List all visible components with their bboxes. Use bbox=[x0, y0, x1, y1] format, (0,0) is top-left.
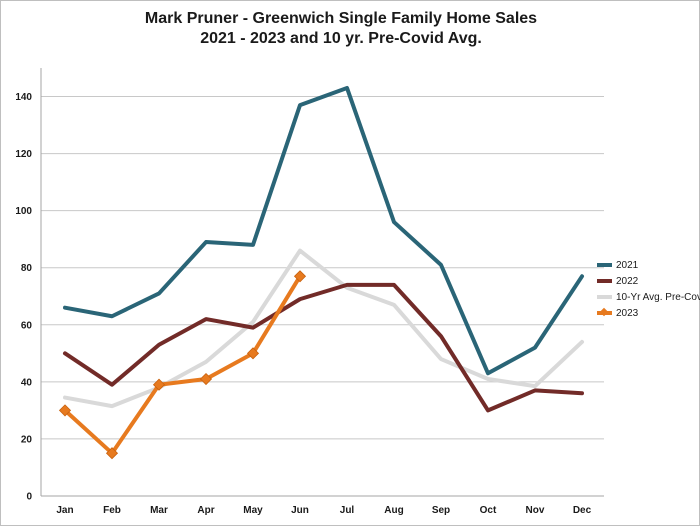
x-tick-label-feb: Feb bbox=[103, 505, 121, 516]
legend-label-2022: 2022 bbox=[616, 275, 639, 287]
data-point-2023-may bbox=[246, 347, 260, 360]
series-line-2021 bbox=[63, 85, 584, 376]
legend-item-10-yr-avg-pre-covid: 10-Yr Avg. Pre-Covid bbox=[597, 289, 700, 305]
legend-label-2021: 2021 bbox=[616, 259, 639, 271]
y-tick-label-20: 20 bbox=[21, 434, 33, 445]
y-tick-label-0: 0 bbox=[26, 492, 32, 503]
legend-item-2021: 2021 bbox=[597, 257, 700, 273]
legend-swatch-10-yr-avg-pre-covid bbox=[597, 295, 612, 299]
legend-marker-diamond bbox=[599, 307, 609, 317]
x-tick-label-mar: Mar bbox=[150, 505, 168, 516]
x-tick-label-apr: Apr bbox=[197, 505, 214, 516]
data-point-2023-jun bbox=[293, 270, 307, 283]
legend-item-2022: 2022 bbox=[597, 273, 700, 289]
x-tick-label-aug: Aug bbox=[384, 505, 403, 516]
legend-label-2023: 2023 bbox=[616, 307, 639, 319]
x-tick-label-sep: Sep bbox=[432, 505, 450, 516]
x-tick-label-may: May bbox=[243, 505, 263, 516]
data-point-2023-apr bbox=[199, 372, 213, 386]
series-line-2023 bbox=[63, 274, 302, 456]
x-tick-label-dec: Dec bbox=[573, 505, 592, 516]
y-tick-label-100: 100 bbox=[15, 206, 32, 217]
legend: 2021 2022 10-Yr Avg. Pre-Covid 2023 bbox=[597, 257, 700, 321]
chart-subtitle: 2021 - 2023 and 10 yr. Pre-Covid Avg. bbox=[200, 30, 482, 47]
y-tick-label-40: 40 bbox=[21, 377, 33, 388]
x-tick-label-nov: Nov bbox=[526, 505, 545, 516]
data-point-2023-mar bbox=[152, 378, 166, 391]
x-tick-label-jan: Jan bbox=[56, 505, 73, 516]
data-point-2023-jan bbox=[58, 404, 72, 417]
series-line-2022 bbox=[63, 282, 584, 413]
y-tick-label-120: 120 bbox=[15, 149, 32, 160]
data-point-2023-feb bbox=[105, 447, 119, 460]
legend-item-2023: 2023 bbox=[597, 305, 700, 321]
y-tick-label-140: 140 bbox=[15, 92, 32, 103]
series-lines bbox=[58, 85, 584, 460]
y-tick-label-60: 60 bbox=[21, 320, 33, 331]
series-line-10-yr-avg-pre-covid bbox=[63, 248, 584, 409]
legend-swatch-2023 bbox=[597, 307, 612, 317]
x-tick-label-jul: Jul bbox=[340, 505, 355, 516]
chart-title-block: Mark Pruner - Greenwich Single Family Ho… bbox=[1, 9, 681, 49]
x-tick-label-oct: Oct bbox=[480, 505, 497, 516]
chart-title: Mark Pruner - Greenwich Single Family Ho… bbox=[144, 10, 538, 27]
y-tick-label-80: 80 bbox=[21, 263, 33, 274]
legend-swatch-2021 bbox=[597, 263, 612, 267]
axes: 0 20 40 60 80 100 120 140 Jan Feb Mar Apr May Jun Jul A… bbox=[15, 68, 604, 516]
legend-swatch-2022 bbox=[597, 279, 612, 283]
legend-label-10-yr-avg-pre-covid: 10-Yr Avg. Pre-Covid bbox=[616, 291, 700, 303]
x-tick-label-jun: Jun bbox=[291, 505, 309, 516]
